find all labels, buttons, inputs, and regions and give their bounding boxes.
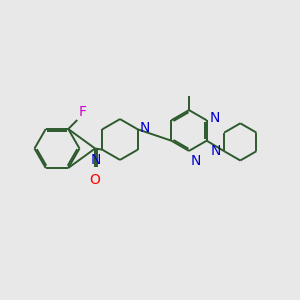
Text: N: N [191, 154, 201, 168]
Text: N: N [210, 112, 220, 125]
Text: N: N [91, 153, 101, 167]
Text: N: N [211, 144, 221, 158]
Text: O: O [90, 172, 101, 187]
Text: F: F [78, 105, 86, 119]
Text: N: N [140, 121, 150, 135]
